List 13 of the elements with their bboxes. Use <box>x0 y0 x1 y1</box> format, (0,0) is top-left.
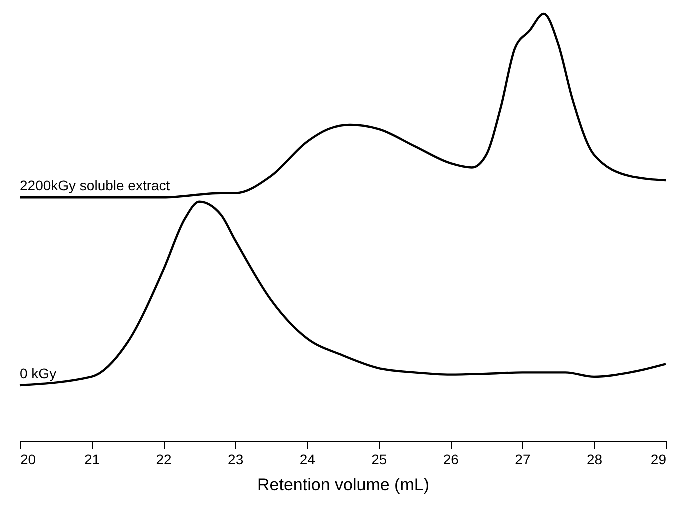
x-tick-label: 22 <box>156 452 172 468</box>
x-tick-label: 21 <box>84 452 100 468</box>
x-tick-label: 24 <box>300 452 316 468</box>
x-tick-label: 23 <box>228 452 244 468</box>
x-axis-title: Retention volume (mL) <box>258 476 430 494</box>
x-tick-label: 20 <box>20 452 36 468</box>
x-tick-label: 27 <box>515 452 531 468</box>
x-tick-label: 26 <box>443 452 460 468</box>
series-label: 2200kGy soluble extract <box>20 178 170 194</box>
x-tick-label: 25 <box>372 452 388 468</box>
x-tick-label: 29 <box>650 452 667 468</box>
x-tick-label: 28 <box>586 452 603 468</box>
series-label: 0 kGy <box>20 365 57 382</box>
